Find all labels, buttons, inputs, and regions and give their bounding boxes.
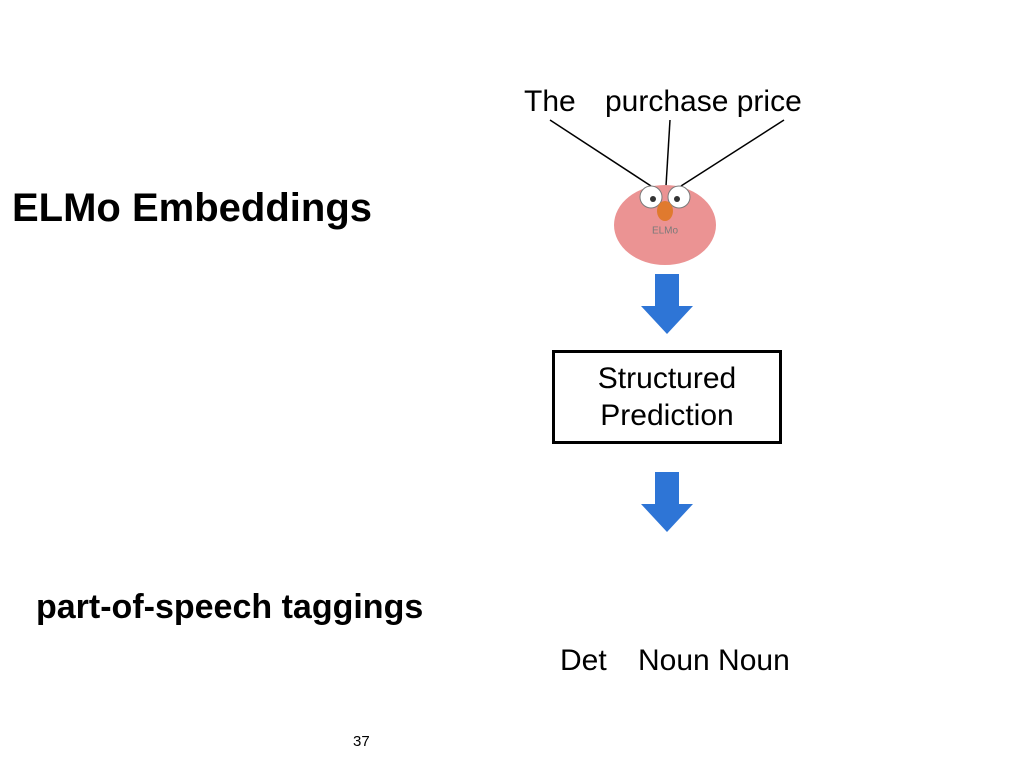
output-tag: Det [560, 644, 607, 678]
output-tag: Noun Noun [638, 644, 790, 678]
slide-container: ELMo Embeddings part-of-speech taggings … [0, 0, 1024, 768]
elmo-icon: ELMo [595, 165, 735, 275]
box-line: Prediction [600, 397, 733, 435]
page-number: 37 [353, 733, 370, 750]
subtitle: part-of-speech taggings [36, 588, 423, 627]
connector-lines [0, 0, 1024, 768]
input-word: purchase price [605, 85, 802, 119]
box-line: Structured [598, 360, 736, 398]
arrow-down-icon [641, 274, 693, 334]
svg-text:ELMo: ELMo [652, 226, 679, 237]
structured-prediction-box: Structured Prediction [552, 350, 782, 444]
input-word: The [524, 85, 576, 119]
page-title: ELMo Embeddings [12, 186, 372, 231]
arrow-down-icon [641, 472, 693, 532]
